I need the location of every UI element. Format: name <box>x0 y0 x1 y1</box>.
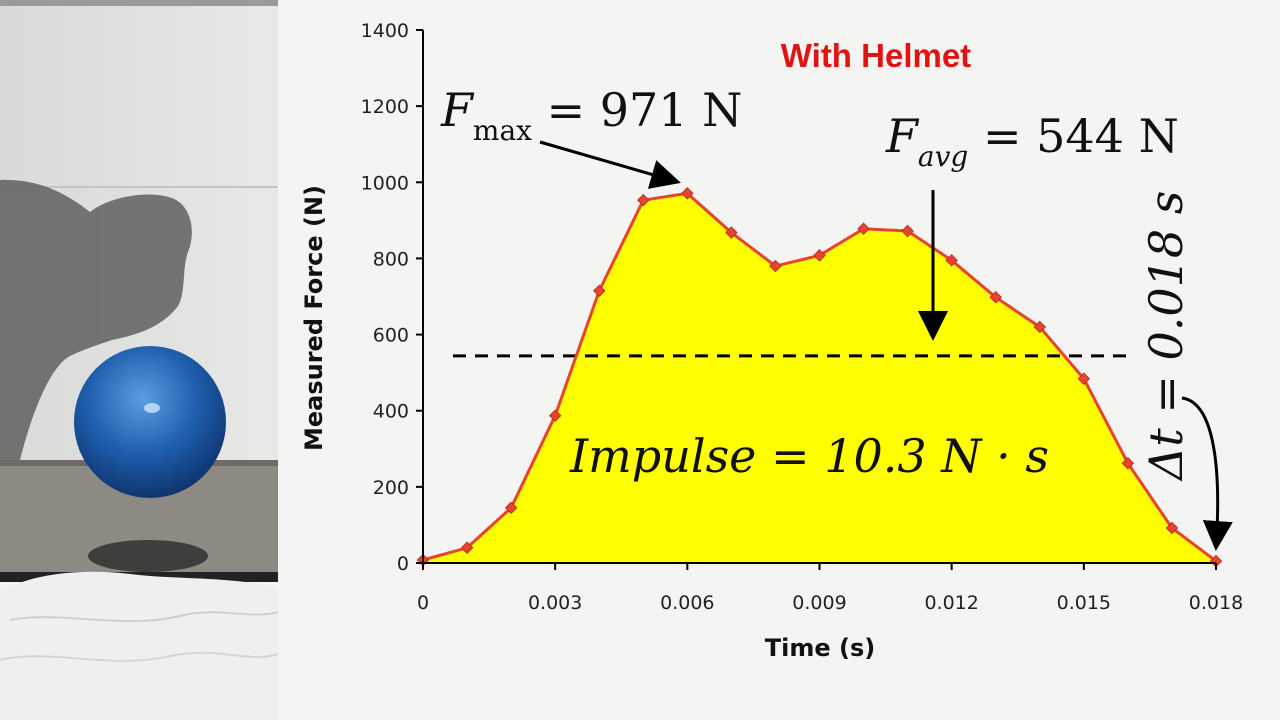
fmax-value: = 971 N <box>532 83 742 137</box>
delta-t-label: Δt = 0.018 s <box>1139 191 1193 482</box>
data-point-3 <box>548 409 562 422</box>
data-point-10 <box>857 222 870 235</box>
data-point-2 <box>504 501 518 515</box>
x-tick-label: 0 <box>417 592 429 614</box>
x-ticks: 0 0.003 0.006 0.009 0.012 0.015 0.018 <box>417 563 1243 614</box>
data-point-13 <box>989 291 1002 304</box>
y-tick-label: 400 <box>373 401 409 423</box>
data-point-4 <box>592 284 606 298</box>
x-tick-label: 0.018 <box>1189 592 1243 614</box>
data-point-1 <box>460 541 474 554</box>
data-point-14 <box>1033 320 1047 334</box>
y-tick-label: 0 <box>397 553 409 575</box>
y-tick-label: 1200 <box>361 96 409 118</box>
fmax-label: Fmax = 971 N <box>440 83 742 147</box>
favg-subscript: avg <box>918 140 968 173</box>
favg-label: Favg = 544 N <box>885 109 1179 173</box>
data-point-5 <box>637 193 650 207</box>
y-tick-label: 200 <box>373 477 409 499</box>
y-tick-label: 1000 <box>361 172 409 194</box>
x-axis-title: Time (s) <box>765 634 875 662</box>
y-ticks: 0 200 400 600 800 1000 1200 1400 <box>361 20 423 575</box>
fmax-arrow <box>539 140 681 189</box>
favg-symbol: F <box>885 109 920 163</box>
data-markers <box>416 187 1223 568</box>
x-tick-label: 0.015 <box>1057 592 1111 614</box>
data-point-7 <box>725 226 738 239</box>
helmet-drop-photo <box>0 0 278 720</box>
x-tick-label: 0.006 <box>660 592 714 614</box>
data-point-6 <box>681 187 694 200</box>
y-tick-label: 1400 <box>361 20 409 42</box>
data-point-11 <box>901 224 914 238</box>
impulse-label: Impulse = 10.3 N · s <box>569 429 1049 483</box>
chart-title: With Helmet <box>781 37 971 74</box>
y-axis-title: Measured Force (N) <box>300 185 328 451</box>
fmax-symbol: F <box>440 83 475 137</box>
data-point-16 <box>1121 457 1135 470</box>
data-point-9 <box>813 249 826 262</box>
data-point-17 <box>1165 521 1179 535</box>
x-tick-label: 0.009 <box>792 592 846 614</box>
y-tick-label: 600 <box>373 325 409 347</box>
data-point-15 <box>1077 372 1091 385</box>
favg-value: = 544 N <box>968 109 1178 163</box>
x-tick-label: 0.012 <box>924 592 978 614</box>
data-point-8 <box>769 259 782 273</box>
y-tick-label: 800 <box>373 248 409 270</box>
data-point-12 <box>945 254 958 267</box>
x-tick-label: 0.003 <box>528 592 582 614</box>
delta-t-arrow <box>1181 396 1233 551</box>
impulse-area <box>423 193 1216 564</box>
fmax-subscript: max <box>473 114 532 147</box>
